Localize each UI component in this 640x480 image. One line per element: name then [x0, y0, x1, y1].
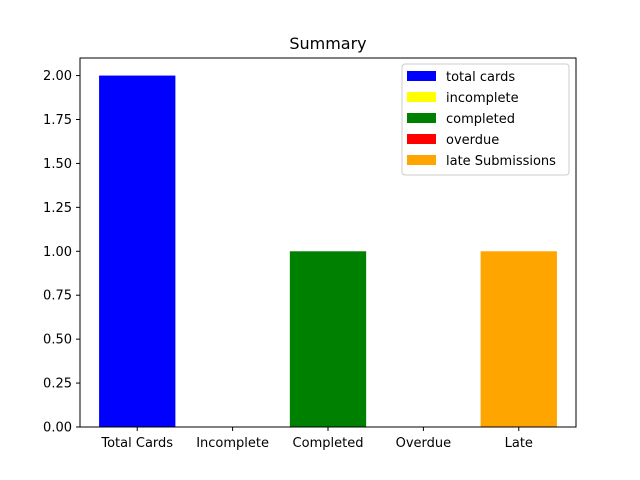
y-axis: 0.00 0.25 0.50 0.75 1.00 1.25 1.50 1.75 2.00: [43, 69, 80, 436]
legend-label: completed: [446, 112, 515, 127]
legend: total cards incomplete completed overdue lat…: [401, 63, 570, 176]
x-tick-label: Total Cards: [100, 436, 173, 451]
legend-label: late Submissions: [446, 154, 556, 169]
legend-swatch: [407, 113, 436, 123]
plot-frame: [79, 57, 577, 428]
x-tick-label: Completed: [293, 436, 364, 451]
y-tick-label: 1.25: [43, 201, 72, 216]
x-tick-label: Late: [505, 436, 533, 451]
y-tick-label: 1.75: [43, 113, 72, 128]
y-tick-label: 0.00: [43, 421, 72, 436]
chart-title: Summary: [289, 34, 366, 53]
bars-group: [99, 75, 557, 428]
y-tick-label: 0.50: [43, 333, 72, 348]
y-tick-label: 0.75: [43, 289, 72, 304]
bar-completed: [289, 251, 367, 427]
x-tick-label: Overdue: [396, 436, 452, 451]
legend-swatch: [407, 155, 436, 165]
x-axis: Total Cards Incomplete Completed Overdue Lat…: [100, 427, 533, 451]
legend-swatch: [407, 71, 436, 81]
legend-label: incomplete: [446, 91, 519, 106]
legend-label: total cards: [446, 70, 515, 85]
x-tick-label: Incomplete: [196, 436, 269, 451]
legend-swatch: [407, 92, 436, 102]
y-tick-label: 0.25: [43, 377, 72, 392]
legend-swatch: [407, 134, 436, 144]
bar-late: [480, 251, 557, 427]
y-tick-label: 2.00: [43, 69, 72, 84]
y-tick-label: 1.00: [43, 245, 72, 260]
legend-label: overdue: [446, 133, 499, 148]
y-tick-label: 1.50: [43, 157, 72, 172]
bar-total-cards: [99, 75, 176, 428]
legend-box: [401, 63, 570, 176]
